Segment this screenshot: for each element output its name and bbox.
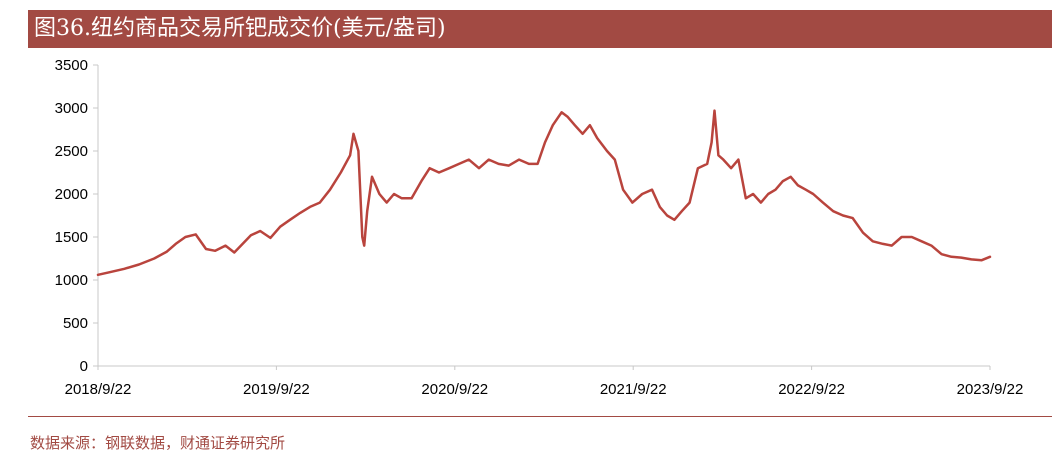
x-tick-label: 2019/9/22: [243, 381, 310, 398]
x-tick-label: 2023/9/22: [957, 381, 1024, 398]
y-tick-label: 2000: [55, 186, 88, 203]
y-tick-label: 0: [80, 358, 88, 375]
y-tick-label: 1500: [55, 229, 88, 246]
y-tick-label: 3500: [55, 57, 88, 74]
chart-title: 图36.纽约商品交易所钯成交价(美元/盎司): [28, 10, 1052, 48]
footer-divider: [28, 416, 1052, 417]
source-note: 数据来源：钢联数据，财通证券研究所: [30, 434, 286, 452]
y-axis: 0 500 1000 1500 2000 2500 3000 3500: [55, 57, 99, 375]
x-tick-label: 2020/9/22: [421, 381, 488, 398]
y-tick-label: 3000: [55, 100, 88, 117]
x-axis: 2018/9/22 2019/9/22 2020/9/22 2021/9/22 2022…: [65, 365, 1024, 398]
y-tick-label: 1000: [55, 272, 88, 289]
x-tick-label: 2022/9/22: [778, 381, 845, 398]
x-tick-label: 2021/9/22: [600, 381, 667, 398]
y-tick-label: 2500: [55, 143, 88, 160]
x-tick-label: 2018/9/22: [65, 381, 132, 398]
y-tick-label: 500: [63, 315, 88, 332]
series-line-palladium-price: [96, 109, 992, 277]
